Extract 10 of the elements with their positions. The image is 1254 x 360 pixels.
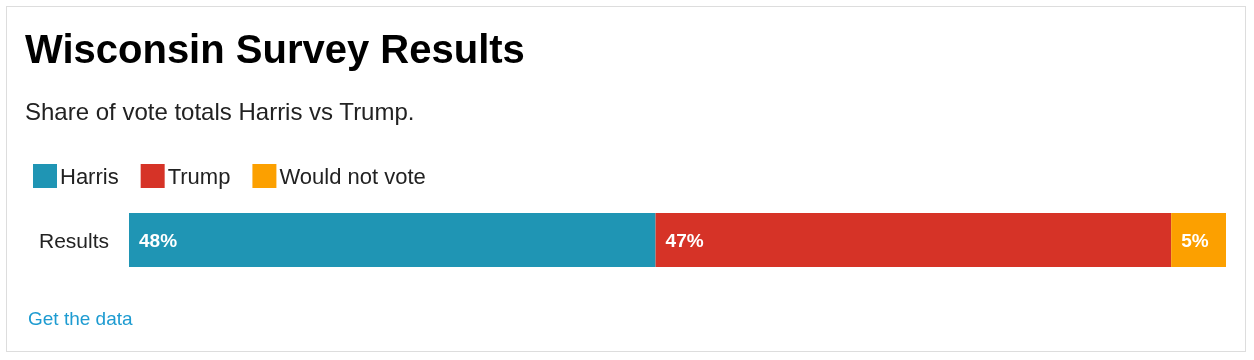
data-label: 47% — [665, 229, 704, 251]
legend-label: Would not vote — [279, 163, 426, 189]
chart-subtitle: Share of vote totals Harris vs Trump. — [25, 97, 415, 125]
data-label: 5% — [1181, 229, 1209, 251]
data-label: 48% — [139, 229, 178, 251]
text: Get the data — [28, 308, 134, 329]
chart-title: Wisconsin Survey Results — [25, 27, 525, 71]
legend-label: Harris — [60, 163, 119, 189]
legend-label: Trump — [167, 163, 231, 189]
y-tick-label: Results — [38, 228, 109, 252]
